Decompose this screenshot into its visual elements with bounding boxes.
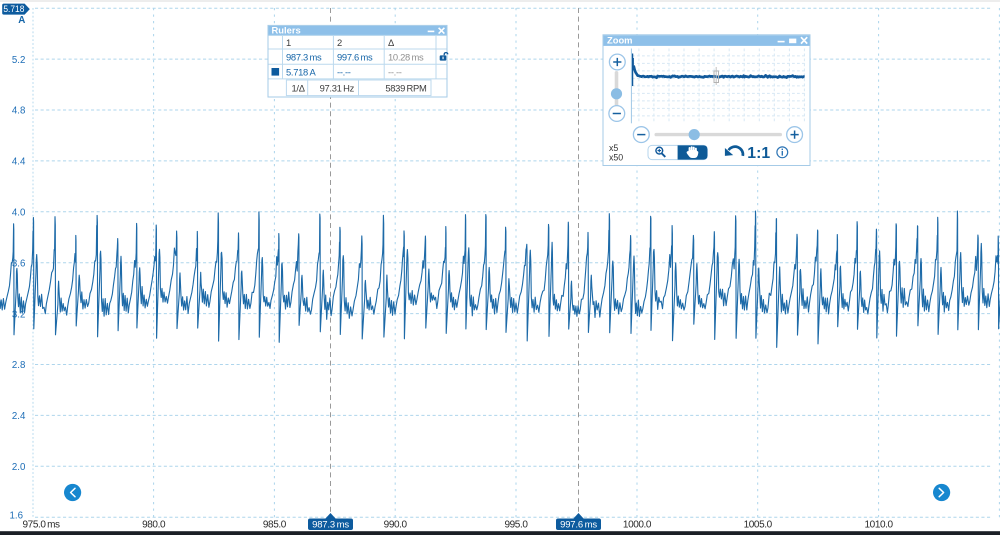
svg-text:990.0: 990.0: [384, 519, 408, 530]
svg-text:A: A: [18, 15, 25, 26]
svg-text:5839 RPM: 5839 RPM: [385, 83, 427, 94]
svg-text:Δ: Δ: [388, 37, 394, 48]
svg-text:987.3 ms: 987.3 ms: [286, 52, 322, 63]
svg-text:1005.0: 1005.0: [744, 519, 773, 530]
svg-text:Zoom: Zoom: [607, 35, 633, 46]
svg-text:3.2: 3.2: [12, 309, 25, 320]
svg-text:975.0 ms: 975.0 ms: [23, 519, 61, 530]
svg-text:1000.0: 1000.0: [623, 519, 652, 530]
svg-text:980.0: 980.0: [142, 519, 166, 530]
svg-text:1.6: 1.6: [10, 511, 23, 522]
svg-text:10.28 ms: 10.28 ms: [388, 52, 424, 63]
svg-text:985.0: 985.0: [263, 519, 287, 530]
svg-text:--.--: --.--: [337, 66, 351, 77]
svg-text:4.0: 4.0: [12, 208, 26, 219]
svg-text:x50: x50: [609, 153, 623, 163]
svg-text:x5: x5: [609, 143, 618, 153]
svg-text:1/Δ: 1/Δ: [292, 83, 305, 94]
svg-text:1:1: 1:1: [747, 145, 770, 162]
svg-text:2.4: 2.4: [12, 411, 26, 422]
svg-text:--.--: --.--: [388, 66, 402, 77]
svg-text:3.6: 3.6: [12, 258, 25, 269]
svg-text:2.0: 2.0: [12, 462, 26, 473]
svg-text:5.718: 5.718: [3, 3, 24, 14]
svg-text:4.4: 4.4: [12, 157, 26, 168]
svg-text:997.6 ms: 997.6 ms: [560, 519, 597, 530]
svg-text:1010.0: 1010.0: [865, 519, 894, 530]
svg-text:995.0: 995.0: [504, 519, 528, 530]
svg-text:997.6 ms: 997.6 ms: [337, 52, 373, 63]
svg-text:97.31 Hz: 97.31 Hz: [320, 83, 355, 94]
svg-text:2.8: 2.8: [12, 360, 25, 371]
svg-text:5.718 A: 5.718 A: [286, 66, 317, 77]
svg-text:Rulers: Rulers: [272, 25, 301, 36]
svg-text:5.2: 5.2: [12, 55, 25, 66]
svg-text:4.8: 4.8: [12, 106, 25, 117]
svg-text:987.3 ms: 987.3 ms: [312, 519, 349, 530]
svg-text:1: 1: [286, 37, 291, 48]
svg-text:2: 2: [337, 37, 342, 48]
